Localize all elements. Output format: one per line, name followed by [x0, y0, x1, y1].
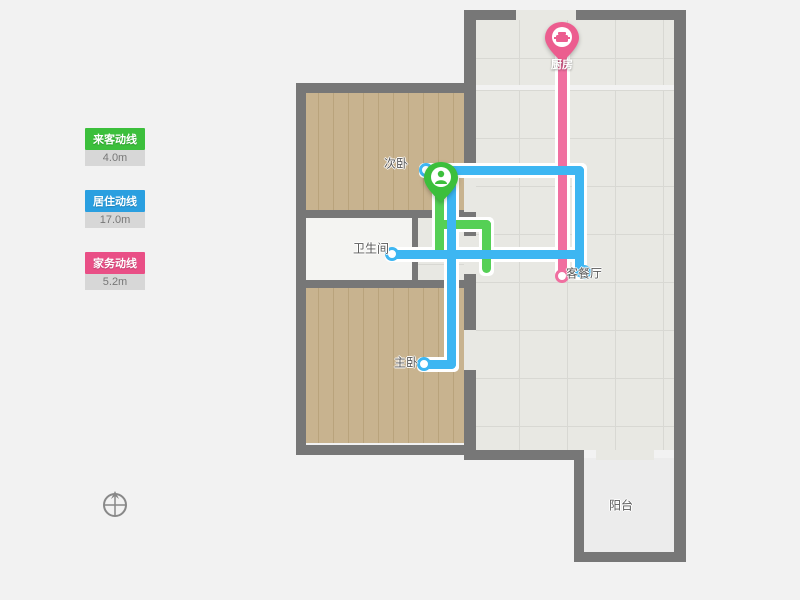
- legend-item-chore: 家务动线 5.2m: [85, 252, 145, 290]
- wall: [464, 450, 582, 460]
- legend-value: 4.0m: [85, 150, 145, 166]
- wall: [674, 10, 686, 560]
- room-label-bed2: 次卧: [384, 155, 408, 172]
- legend-label: 家务动线: [85, 252, 145, 274]
- room-label-living: 客餐厅: [566, 265, 602, 282]
- flow-node: [417, 357, 431, 371]
- wall: [296, 445, 476, 455]
- room-label-balcony: 阳台: [609, 497, 633, 514]
- wall: [574, 450, 584, 560]
- legend-value: 17.0m: [85, 212, 145, 228]
- legend-label: 来客动线: [85, 128, 145, 150]
- room-label-bath: 卫生间: [353, 240, 389, 257]
- compass-icon: [100, 490, 130, 520]
- wall: [296, 83, 306, 453]
- marker-label-kitchen: 厨房: [551, 56, 573, 72]
- flowline: [482, 220, 491, 273]
- door-opening: [464, 172, 476, 212]
- legend-value: 5.2m: [85, 274, 145, 290]
- room-label-bed1: 主卧: [394, 354, 418, 371]
- legend: 来客动线 4.0m 居住动线 17.0m 家务动线 5.2m: [85, 128, 145, 314]
- flowline: [558, 52, 567, 277]
- door-opening: [464, 330, 476, 370]
- wall: [464, 10, 476, 455]
- legend-item-live: 居住动线 17.0m: [85, 190, 145, 228]
- legend-item-guest: 来客动线 4.0m: [85, 128, 145, 166]
- door-opening: [516, 10, 576, 20]
- wall: [574, 552, 686, 562]
- wall: [304, 280, 466, 288]
- floorplan: 次卧客餐厅 卫生间主卧阳台 厨房: [296, 10, 686, 570]
- legend-label: 居住动线: [85, 190, 145, 212]
- door-opening: [596, 450, 654, 460]
- marker-bath: [424, 162, 458, 202]
- wall: [296, 83, 476, 93]
- flowline: [575, 166, 584, 277]
- flowline: [388, 250, 584, 259]
